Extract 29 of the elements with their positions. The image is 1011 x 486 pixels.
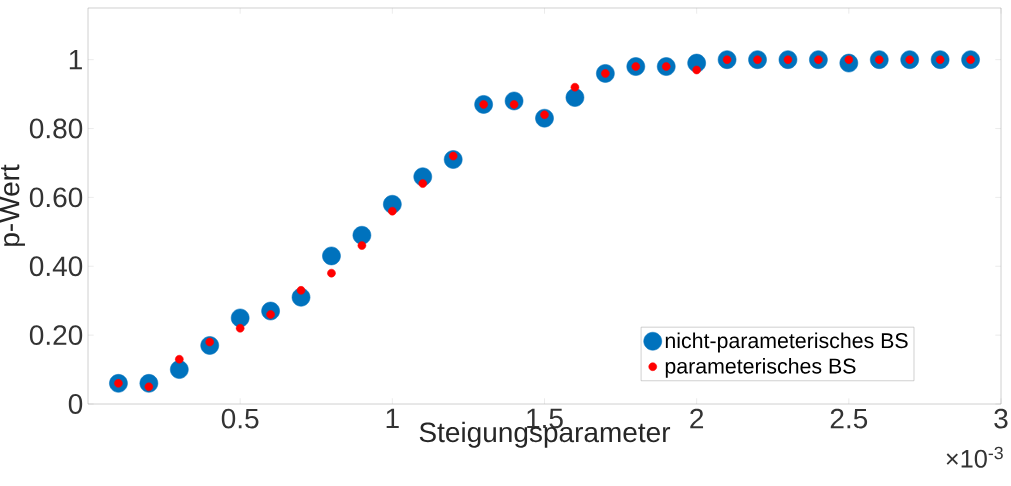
point (570, 82, 580, 92)
y-tick-label: 0 (68, 394, 83, 414)
y-tick-label: 0.20 (29, 325, 83, 346)
legend-label: parameterisches BS (665, 357, 856, 378)
y-tick-label: 0.60 (29, 187, 83, 208)
point (175, 354, 184, 364)
point (296, 286, 306, 295)
y-tick-label: 0.40 (29, 256, 83, 277)
y-axis-title: p-Wert (0, 164, 25, 246)
point (322, 246, 341, 266)
y-tick-label: 0.80 (29, 118, 83, 139)
point (388, 206, 397, 216)
x-tick-label: 3 (994, 408, 1008, 429)
y-tick-label: 1 (69, 50, 82, 70)
text: ×10$^{-3}$ (946, 446, 1003, 468)
point (230, 308, 250, 328)
point (327, 268, 336, 278)
point (170, 360, 189, 379)
point (235, 323, 245, 333)
point (565, 88, 585, 107)
point (357, 241, 367, 250)
point (352, 226, 372, 245)
legend-label: nicht-parameterisches BS (665, 332, 908, 353)
x-tick-label: 2.5 (830, 408, 868, 429)
point (418, 179, 428, 188)
x-tick-label: 0.5 (221, 408, 259, 429)
point (692, 65, 701, 75)
x-tick-label: 1 (386, 408, 399, 428)
x-tick-label: 2 (690, 408, 704, 429)
